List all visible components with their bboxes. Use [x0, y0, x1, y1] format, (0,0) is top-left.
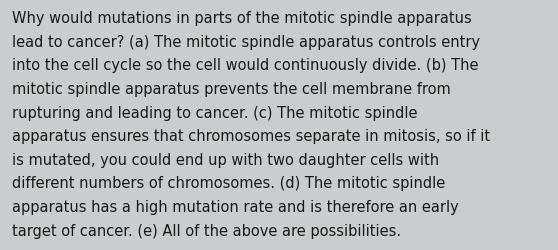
Text: different numbers of chromosomes. (d) The mitotic spindle: different numbers of chromosomes. (d) Th… — [12, 176, 445, 191]
Text: apparatus has a high mutation rate and is therefore an early: apparatus has a high mutation rate and i… — [12, 199, 459, 214]
Text: mitotic spindle apparatus prevents the cell membrane from: mitotic spindle apparatus prevents the c… — [12, 82, 451, 97]
Text: is mutated, you could end up with two daughter cells with: is mutated, you could end up with two da… — [12, 152, 439, 167]
Text: target of cancer. (e) All of the above are possibilities.: target of cancer. (e) All of the above a… — [12, 223, 401, 238]
Text: lead to cancer? (a) The mitotic spindle apparatus controls entry: lead to cancer? (a) The mitotic spindle … — [12, 35, 480, 50]
Text: into the cell cycle so the cell would continuously divide. (b) The: into the cell cycle so the cell would co… — [12, 58, 479, 73]
Text: Why would mutations in parts of the mitotic spindle apparatus: Why would mutations in parts of the mito… — [12, 11, 472, 26]
Text: rupturing and leading to cancer. (c) The mitotic spindle: rupturing and leading to cancer. (c) The… — [12, 105, 418, 120]
Text: apparatus ensures that chromosomes separate in mitosis, so if it: apparatus ensures that chromosomes separ… — [12, 129, 490, 144]
